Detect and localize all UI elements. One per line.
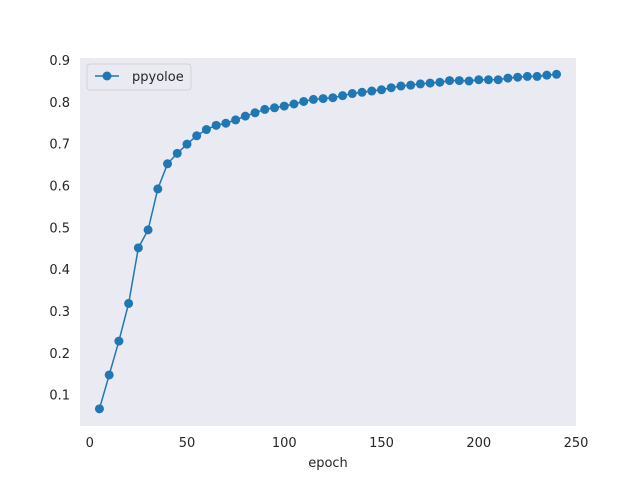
data-point [532, 71, 542, 81]
data-point [143, 225, 153, 235]
data-point [376, 85, 386, 95]
data-point [201, 125, 211, 135]
data-point [308, 94, 318, 104]
data-point [357, 87, 367, 97]
data-point [299, 96, 309, 106]
y-tick-label: 0.8 [49, 96, 70, 111]
x-tick-label: 150 [369, 436, 394, 451]
x-axis-ticks: 0 50 100 150 200 250 [86, 436, 589, 451]
data-point [425, 78, 435, 88]
data-point [367, 86, 377, 96]
data-point [289, 99, 299, 109]
data-point [454, 76, 464, 86]
y-tick-label: 0.3 [49, 305, 70, 320]
series-layer [94, 69, 562, 414]
legend-marker-swatch [102, 71, 112, 81]
data-point [542, 70, 552, 80]
data-point [347, 89, 357, 99]
data-point [153, 184, 163, 194]
y-tick-label: 0.2 [49, 347, 70, 362]
data-point [552, 69, 562, 79]
data-point [104, 370, 114, 380]
data-point [396, 81, 406, 91]
legend-box [86, 63, 192, 91]
data-point [513, 72, 523, 82]
y-tick-label: 0.6 [49, 180, 70, 195]
data-point [182, 139, 192, 149]
data-point [250, 108, 260, 118]
data-point [493, 75, 503, 85]
data-point [464, 76, 474, 86]
x-axis-label: epoch [308, 456, 348, 471]
data-point [503, 73, 513, 83]
data-point [211, 120, 221, 130]
data-point [386, 83, 396, 93]
y-tick-label: 0.9 [49, 54, 70, 69]
y-tick-label: 0.1 [49, 389, 70, 404]
y-tick-label: 0.4 [49, 263, 70, 278]
y-tick-label: 0.5 [49, 221, 70, 236]
x-tick-label: 50 [179, 436, 196, 451]
legend-label: ppyoloe [132, 70, 184, 85]
data-point [279, 101, 289, 111]
data-point [172, 148, 182, 158]
data-point [240, 111, 250, 121]
data-point [221, 118, 231, 128]
legend: ppyoloe [86, 63, 192, 91]
x-tick-label: 0 [86, 436, 94, 451]
data-point [260, 104, 270, 114]
data-point [474, 75, 484, 85]
data-point [192, 131, 202, 141]
data-point [328, 93, 338, 103]
data-point [406, 80, 416, 90]
data-point [445, 76, 455, 86]
data-point [94, 404, 104, 414]
x-tick-label: 200 [466, 436, 491, 451]
data-point [415, 79, 425, 89]
y-tick-label: 0.7 [49, 138, 70, 153]
x-tick-label: 100 [272, 436, 297, 451]
data-point [522, 71, 532, 81]
data-point [435, 77, 445, 87]
data-point [133, 243, 143, 253]
x-tick-label: 250 [564, 436, 589, 451]
data-point [338, 91, 348, 101]
plot-area [80, 58, 576, 426]
y-axis-ticks: 0.1 0.2 0.3 0.4 0.5 0.6 0.7 0.8 0.9 [49, 54, 70, 404]
data-point [483, 75, 493, 85]
data-point [163, 159, 173, 169]
data-point [124, 298, 134, 308]
data-point [318, 94, 328, 104]
data-point [231, 115, 241, 125]
data-point [114, 336, 124, 346]
data-point [270, 103, 280, 113]
